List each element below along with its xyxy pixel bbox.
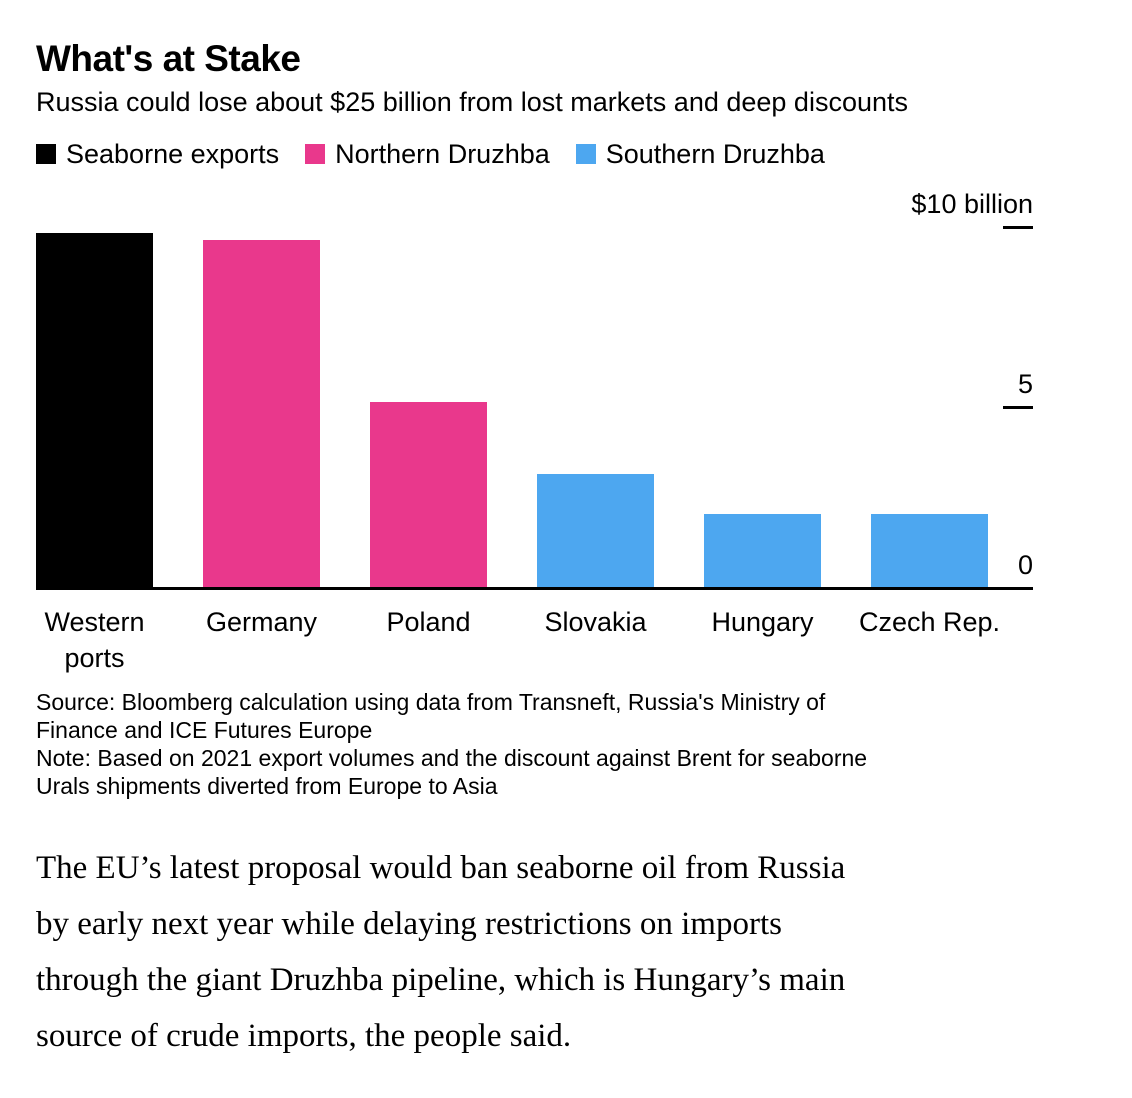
y-axis-tick-label: $10 billion xyxy=(911,189,1033,219)
y-axis-tick xyxy=(1003,406,1033,409)
legend-item: Seaborne exports xyxy=(36,140,279,168)
chart-footnotes: Source: Bloomberg calculation using data… xyxy=(36,688,1132,800)
legend-swatch-icon xyxy=(36,144,56,164)
chart-subtitle: Russia could lose about $25 billion from… xyxy=(36,87,908,117)
x-axis-label: Czech Rep. xyxy=(858,607,1001,637)
bar-slovakia xyxy=(537,474,654,590)
legend-swatch-icon xyxy=(575,144,596,164)
chart-title: What's at Stake xyxy=(36,38,301,79)
chart-legend: Seaborne exports Northern Druzhba Southern… xyxy=(36,140,1132,168)
bar-poland xyxy=(370,402,487,590)
x-axis-label: Germany xyxy=(205,607,318,637)
legend-item: Northern Druzhba xyxy=(305,140,550,168)
legend-label: Southern Druzhba xyxy=(605,139,825,169)
methodology-note: Note: Based on 2021 export volumes and t… xyxy=(36,745,868,799)
x-axis-baseline xyxy=(36,587,1033,590)
bar-hungary xyxy=(704,514,821,590)
x-axis-label: Hungary xyxy=(711,607,814,637)
y-axis-tick xyxy=(1003,226,1033,229)
legend-item: Southern Druzhba xyxy=(575,139,825,169)
bar-germany xyxy=(203,240,320,590)
x-axis-labels: Western ports Germany Poland Slovakia Hungar… xyxy=(36,590,1033,676)
x-axis-label: Poland xyxy=(386,607,471,637)
bar-chart-plot: 0 5 $10 billion xyxy=(36,170,1033,590)
article-paragraph: The EU’s latest proposal would ban seabo… xyxy=(36,850,846,1054)
source-note: Source: Bloomberg calculation using data… xyxy=(36,689,826,743)
bar-czech-rep xyxy=(871,514,988,590)
bar-western-ports xyxy=(36,233,153,590)
legend-label: Northern Druzhba xyxy=(335,139,550,169)
legend-label: Seaborne exports xyxy=(66,139,280,169)
y-axis-tick-label: 0 xyxy=(1017,550,1033,580)
x-axis-label: Western ports xyxy=(44,607,145,673)
legend-swatch-icon xyxy=(305,144,326,164)
y-axis-tick-label: 5 xyxy=(1017,369,1033,399)
x-axis-label: Slovakia xyxy=(544,607,647,637)
